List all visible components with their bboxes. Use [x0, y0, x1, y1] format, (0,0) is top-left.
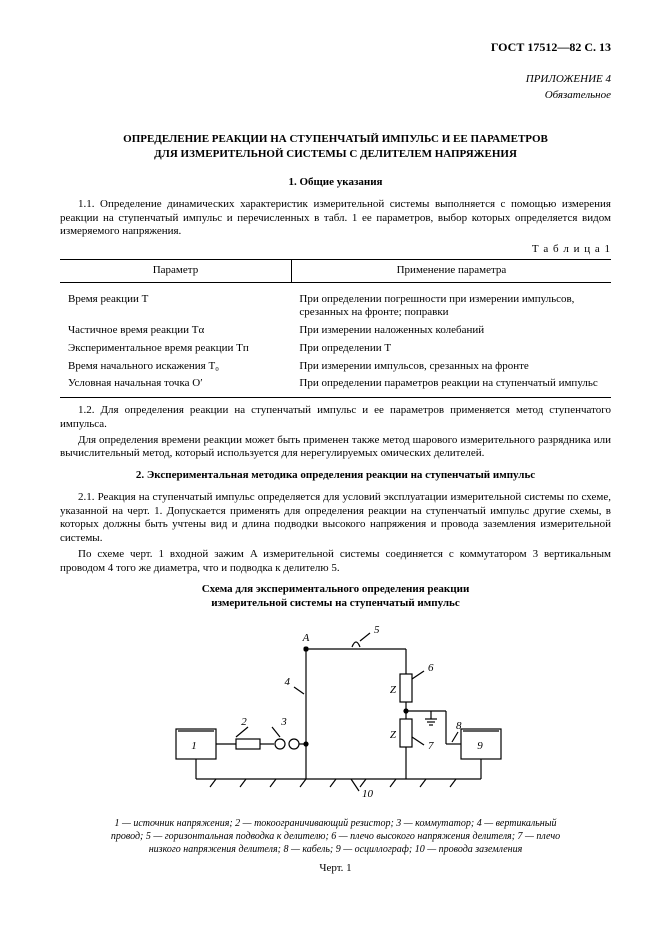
cell: Время начального искажения T₀	[60, 358, 291, 376]
circuit-diagram: 1 2 3 4 A 5 Z 6	[156, 619, 516, 809]
cell: При определении параметров реакции на ст…	[291, 375, 611, 397]
cell: Экспериментальное время реакции Tп	[60, 340, 291, 358]
diagram-title-line2: измерительной системы на ступенчатый имп…	[60, 597, 611, 611]
circuit-svg: 1 2 3 4 A 5 Z 6	[156, 619, 516, 809]
table1-col2-header: Применение параметра	[291, 259, 611, 282]
svg-text:6: 6	[428, 662, 434, 674]
cell: При определении погрешности при измерени…	[291, 282, 611, 322]
table-row: Время реакции T При определении погрешно…	[60, 282, 611, 322]
diagram-legend: 1 — источник напряжения; 2 — токоогранич…	[100, 817, 571, 856]
table1: Параметр Применение параметра Время реак…	[60, 259, 611, 398]
table1-label: Т а б л и ц а 1	[60, 243, 611, 257]
section1-p2: 1.2. Для определения реакции на ступенча…	[60, 404, 611, 432]
appendix-type: Обязательное	[60, 89, 611, 103]
cell: Время реакции T	[60, 282, 291, 322]
cell: Частичное время реакции Tα	[60, 322, 291, 340]
svg-text:2: 2	[241, 716, 247, 728]
page-title-line1: ОПРЕДЕЛЕНИЕ РЕАКЦИИ НА СТУПЕНЧАТЫЙ ИМПУЛ…	[60, 133, 611, 147]
svg-text:Z: Z	[389, 729, 396, 741]
section1-p3: Для определения времени реакции может бы…	[60, 434, 611, 462]
svg-text:3: 3	[280, 716, 287, 728]
svg-text:4: 4	[284, 676, 290, 688]
table-row: Частичное время реакции Tα При измерении…	[60, 322, 611, 340]
table-row: Время начального искажения T₀ При измере…	[60, 358, 611, 376]
svg-text:5: 5	[374, 624, 380, 636]
diagram-title-line1: Схема для экспериментального определения…	[60, 583, 611, 597]
section2-heading: 2. Экспериментальная методика определени…	[60, 469, 611, 483]
table1-col1-header: Параметр	[60, 259, 291, 282]
svg-text:Z: Z	[389, 684, 396, 696]
section2-p1: 2.1. Реакция на ступенчатый импульс опре…	[60, 491, 611, 546]
section2-p2: По схеме черт. 1 входной зажим A измерит…	[60, 548, 611, 576]
document-id: ГОСТ 17512—82 С. 13	[60, 40, 611, 55]
svg-text:A: A	[301, 632, 309, 644]
cell: При измерении наложенных колебаний	[291, 322, 611, 340]
svg-text:1: 1	[191, 740, 197, 752]
svg-text:9: 9	[477, 740, 483, 752]
svg-text:10: 10	[362, 788, 374, 800]
section1-p1: 1.1. Определение динамических характерис…	[60, 198, 611, 239]
section1-heading: 1. Общие указания	[60, 176, 611, 190]
table-row: Экспериментальное время реакции Tп При о…	[60, 340, 611, 358]
page-title-line2: ДЛЯ ИЗМЕРИТЕЛЬНОЙ СИСТЕМЫ С ДЕЛИТЕЛЕМ НА…	[60, 148, 611, 162]
table-row: Условная начальная точка O′ При определе…	[60, 375, 611, 397]
cell: При измерении импульсов, срезанных на фр…	[291, 358, 611, 376]
cell: При определении T	[291, 340, 611, 358]
figure-label: Черт. 1	[60, 862, 611, 876]
svg-text:7: 7	[428, 740, 434, 752]
appendix-label: ПРИЛОЖЕНИЕ 4	[60, 73, 611, 87]
cell: Условная начальная точка O′	[60, 375, 291, 397]
